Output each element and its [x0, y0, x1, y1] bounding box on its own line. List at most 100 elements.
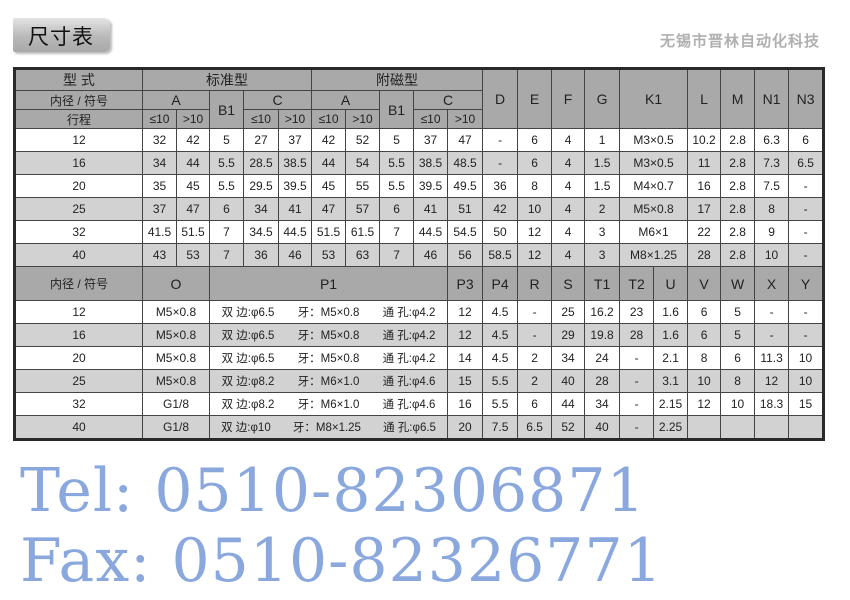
table-cell: 11.3: [754, 346, 790, 370]
bore-cell: 25: [14, 369, 143, 393]
port-cell: M5×0.8: [142, 323, 210, 347]
table-cell: M8×1.25: [619, 243, 689, 267]
table-cell: 28.5: [243, 151, 279, 175]
col-header: T2: [619, 266, 655, 301]
table-cell: 43: [142, 243, 177, 267]
table-cell: -: [619, 369, 655, 393]
table-cell: 16.2: [584, 300, 621, 324]
table-cell: -: [788, 300, 825, 324]
table-cell: 20: [447, 415, 484, 440]
table-cell: -: [619, 346, 655, 370]
port-cell: M5×0.8: [142, 369, 210, 393]
table-cell: [720, 415, 756, 440]
table-cell: 1: [584, 128, 621, 152]
table-cell: 4: [551, 128, 586, 152]
table-cell: 41: [277, 197, 313, 221]
table-cell: 10.2: [687, 128, 722, 152]
header-row: 内径 / 符号 O P1 P3 P4 R S T1 T2 U V W X Y: [14, 266, 825, 301]
col-header: O: [142, 266, 210, 301]
table-cell: 6.3: [754, 128, 790, 152]
table-row: 20 35 45 5.5 29.5 39.5 45 55 5.5 39.5 49.5 36 8 4 1.5 M…: [14, 174, 825, 198]
table-cell: 44: [551, 392, 586, 416]
port-cell: M5×0.8: [142, 300, 210, 324]
table-cell: M5×0.8: [619, 197, 689, 221]
sub-header: ≤10: [413, 109, 449, 129]
table-cell: 2.8: [720, 197, 756, 221]
col-header: K1: [619, 68, 689, 129]
magnetic-type-header: 附磁型: [311, 68, 484, 91]
table-cell: 28: [687, 243, 722, 267]
bore-cell: 40: [14, 243, 143, 267]
table-cell: 5.5: [379, 151, 415, 175]
table-cell: 10: [517, 197, 553, 221]
p1-spec: 通 孔:φ4.6: [382, 376, 436, 388]
table-cell: 10: [788, 346, 825, 370]
table-cell: 55: [345, 174, 381, 198]
table-cell: 5.5: [209, 174, 244, 198]
table-cell: 44: [311, 151, 347, 175]
table-cell: 2: [584, 197, 621, 221]
tel-watermark: Tel: 0510-82306871: [20, 456, 646, 526]
table-cell: 39.5: [413, 174, 449, 198]
table-cell: 12: [447, 323, 484, 347]
table-cell: 58.5: [482, 243, 519, 267]
table-cell: 12: [754, 369, 790, 393]
sub-header: ≤10: [311, 109, 347, 129]
table-cell: 6: [379, 197, 415, 221]
table-cell: 41.5: [142, 220, 177, 244]
table-cell: 10: [720, 392, 756, 416]
table-cell: 12: [517, 220, 553, 244]
table-cell: 46: [413, 243, 449, 267]
p1-cell: 双 边:φ8.2 牙：M6×1.0 通 孔:φ4.6: [208, 392, 449, 416]
col-header: D: [482, 68, 519, 129]
bore-cell: 20: [14, 174, 143, 198]
bore-cell: 12: [14, 300, 143, 324]
header-row: 型 式标准型 附磁型 D E F G K1 L M N1 N3: [14, 68, 825, 129]
table-cell: -: [517, 300, 553, 324]
table-cell: 19.8: [584, 323, 621, 347]
table-cell: 54.5: [447, 220, 484, 244]
table-cell: 51.5: [176, 220, 210, 244]
table-cell: 40: [551, 369, 586, 393]
table-cell: 10: [788, 369, 825, 393]
p1-spec: 双 边:φ6.5: [221, 330, 275, 342]
sub-header: ≤10: [243, 109, 279, 129]
p1-spec: 牙：M6×1.0: [297, 376, 360, 388]
p1-cell: 双 边:φ10 牙：M8×1.25 通 孔:φ6.5: [208, 415, 449, 440]
table-cell: 7.3: [754, 151, 790, 175]
port-cell: M5×0.8: [142, 346, 210, 370]
table-cell: 29: [551, 323, 586, 347]
table-cell: [687, 415, 722, 440]
col-header: P4: [482, 266, 519, 301]
col-header: S: [551, 266, 586, 301]
p1-spec: 牙：M5×0.8: [297, 353, 360, 365]
bore-cell: 16: [14, 151, 143, 175]
section-title: 尺寸表: [28, 25, 94, 49]
table-row: 40 G1/8 双 边:φ10 牙：M8×1.25 通 孔:φ6.5 20 7.5 6.5 52…: [14, 415, 825, 440]
table-cell: 52: [551, 415, 586, 440]
table-cell: -: [482, 151, 519, 175]
table-cell: 47: [176, 197, 210, 221]
table-cell: 7: [379, 220, 415, 244]
p1-spec: 通 孔:φ4.2: [382, 330, 436, 342]
col-header: C: [413, 90, 484, 110]
bore-cell: 25: [14, 197, 143, 221]
col-header: P1: [208, 266, 449, 301]
stroke-label: 行程: [14, 109, 143, 129]
sub-header: >10: [176, 109, 210, 129]
fax-watermark: Fax: 0510-82326771: [20, 526, 663, 596]
table-cell: 2.8: [720, 174, 756, 198]
section-title-tab: 尺寸表: [13, 18, 110, 52]
table-cell: 50: [482, 220, 519, 244]
table-row: 12 M5×0.8 双 边:φ6.5 牙：M5×0.8 通 孔:φ4.2 12 4.5-25…: [14, 300, 825, 324]
col-header: M: [720, 68, 756, 129]
table-cell: 34: [243, 197, 279, 221]
table-cell: 49.5: [447, 174, 484, 198]
table-row: 20 M5×0.8 双 边:φ6.5 牙：M5×0.8 通 孔:φ4.2 14 4.5 2 34…: [14, 346, 825, 370]
table-cell: 2.8: [720, 243, 756, 267]
table-row: 25 37 47 6 34 41 47 57 6 41 51 42 10 4 2 M5×0.8 17 2.8 8-: [14, 197, 825, 221]
table-cell: 51.5: [311, 220, 347, 244]
col-header: E: [517, 68, 553, 129]
table-cell: 7: [209, 220, 244, 244]
table-cell: 16: [447, 392, 484, 416]
